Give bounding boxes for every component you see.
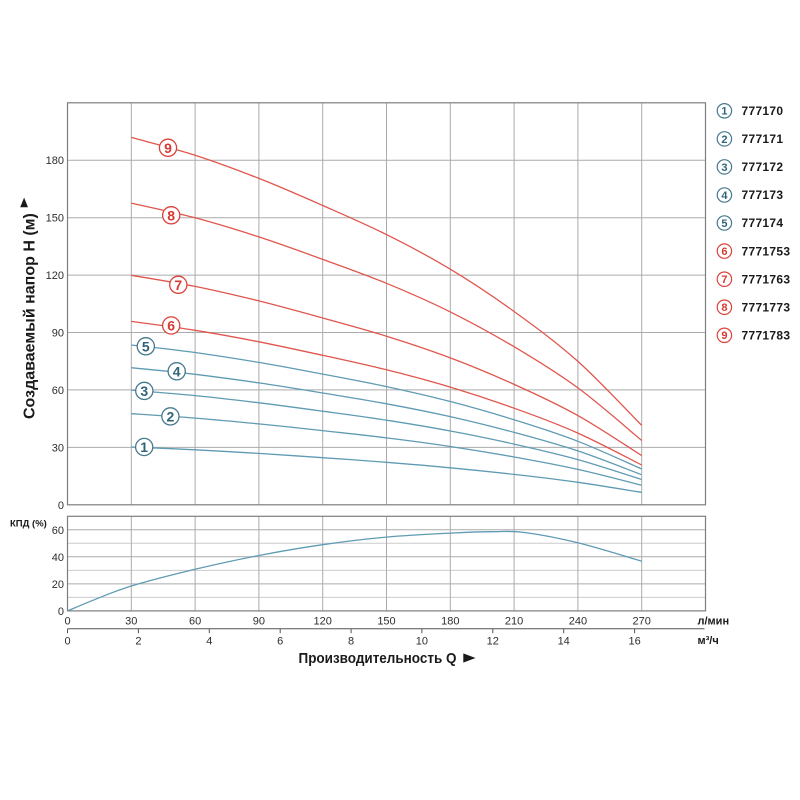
svg-text:60: 60 — [52, 385, 64, 397]
svg-text:7771783: 7771783 — [742, 329, 791, 343]
svg-text:0: 0 — [64, 635, 70, 647]
svg-text:4: 4 — [206, 635, 212, 647]
svg-text:150: 150 — [377, 615, 395, 627]
svg-text:4: 4 — [721, 190, 728, 202]
svg-text:12: 12 — [487, 635, 499, 647]
svg-text:180: 180 — [441, 615, 459, 627]
svg-text:6: 6 — [277, 635, 283, 647]
svg-text:2: 2 — [167, 408, 175, 424]
svg-text:л/мин: л/мин — [698, 615, 730, 627]
svg-text:16: 16 — [628, 635, 640, 647]
svg-text:2: 2 — [135, 635, 141, 647]
svg-text:7: 7 — [721, 274, 727, 286]
svg-text:2: 2 — [721, 134, 727, 146]
svg-text:9: 9 — [721, 330, 727, 342]
svg-text:4: 4 — [173, 363, 181, 379]
svg-text:7771773: 7771773 — [742, 300, 791, 314]
svg-text:м³/ч: м³/ч — [698, 635, 719, 647]
svg-text:КПД (%): КПД (%) — [10, 518, 47, 529]
svg-text:40: 40 — [52, 552, 64, 564]
svg-text:30: 30 — [125, 615, 137, 627]
svg-text:8: 8 — [167, 207, 175, 223]
svg-text:30: 30 — [52, 442, 64, 454]
svg-text:270: 270 — [633, 615, 651, 627]
svg-text:0: 0 — [58, 606, 64, 618]
svg-text:240: 240 — [569, 615, 587, 627]
svg-text:777172: 777172 — [742, 160, 784, 174]
svg-text:180: 180 — [46, 155, 64, 167]
svg-text:5: 5 — [142, 338, 150, 354]
svg-text:60: 60 — [189, 615, 201, 627]
svg-text:6: 6 — [721, 246, 727, 258]
svg-text:90: 90 — [253, 615, 265, 627]
svg-text:7771763: 7771763 — [742, 272, 791, 286]
svg-text:20: 20 — [52, 579, 64, 591]
svg-text:3: 3 — [721, 162, 727, 174]
svg-text:0: 0 — [58, 500, 64, 512]
svg-text:777174: 777174 — [742, 216, 784, 230]
svg-text:5: 5 — [721, 218, 727, 230]
svg-text:150: 150 — [46, 213, 64, 225]
svg-text:7: 7 — [174, 277, 182, 293]
svg-text:14: 14 — [558, 635, 570, 647]
svg-text:1: 1 — [721, 106, 727, 118]
svg-text:90: 90 — [52, 328, 64, 340]
svg-text:Создаваемый напор Н (м): Создаваемый напор Н (м) — [22, 213, 39, 419]
svg-text:10: 10 — [416, 635, 428, 647]
svg-text:0: 0 — [64, 615, 70, 627]
svg-text:120: 120 — [314, 615, 332, 627]
svg-text:8: 8 — [721, 302, 727, 314]
svg-text:210: 210 — [505, 615, 523, 627]
svg-text:7771753: 7771753 — [742, 244, 791, 258]
svg-text:777173: 777173 — [742, 188, 784, 202]
svg-text:777171: 777171 — [742, 132, 784, 146]
svg-text:1: 1 — [140, 439, 148, 455]
svg-text:60: 60 — [52, 525, 64, 537]
svg-text:9: 9 — [164, 140, 172, 156]
svg-text:3: 3 — [140, 383, 148, 399]
svg-text:8: 8 — [348, 635, 354, 647]
svg-text:777170: 777170 — [742, 104, 784, 118]
svg-text:6: 6 — [167, 318, 175, 334]
svg-text:Производительность Q: Производительность Q — [299, 650, 457, 667]
svg-text:120: 120 — [46, 270, 64, 282]
